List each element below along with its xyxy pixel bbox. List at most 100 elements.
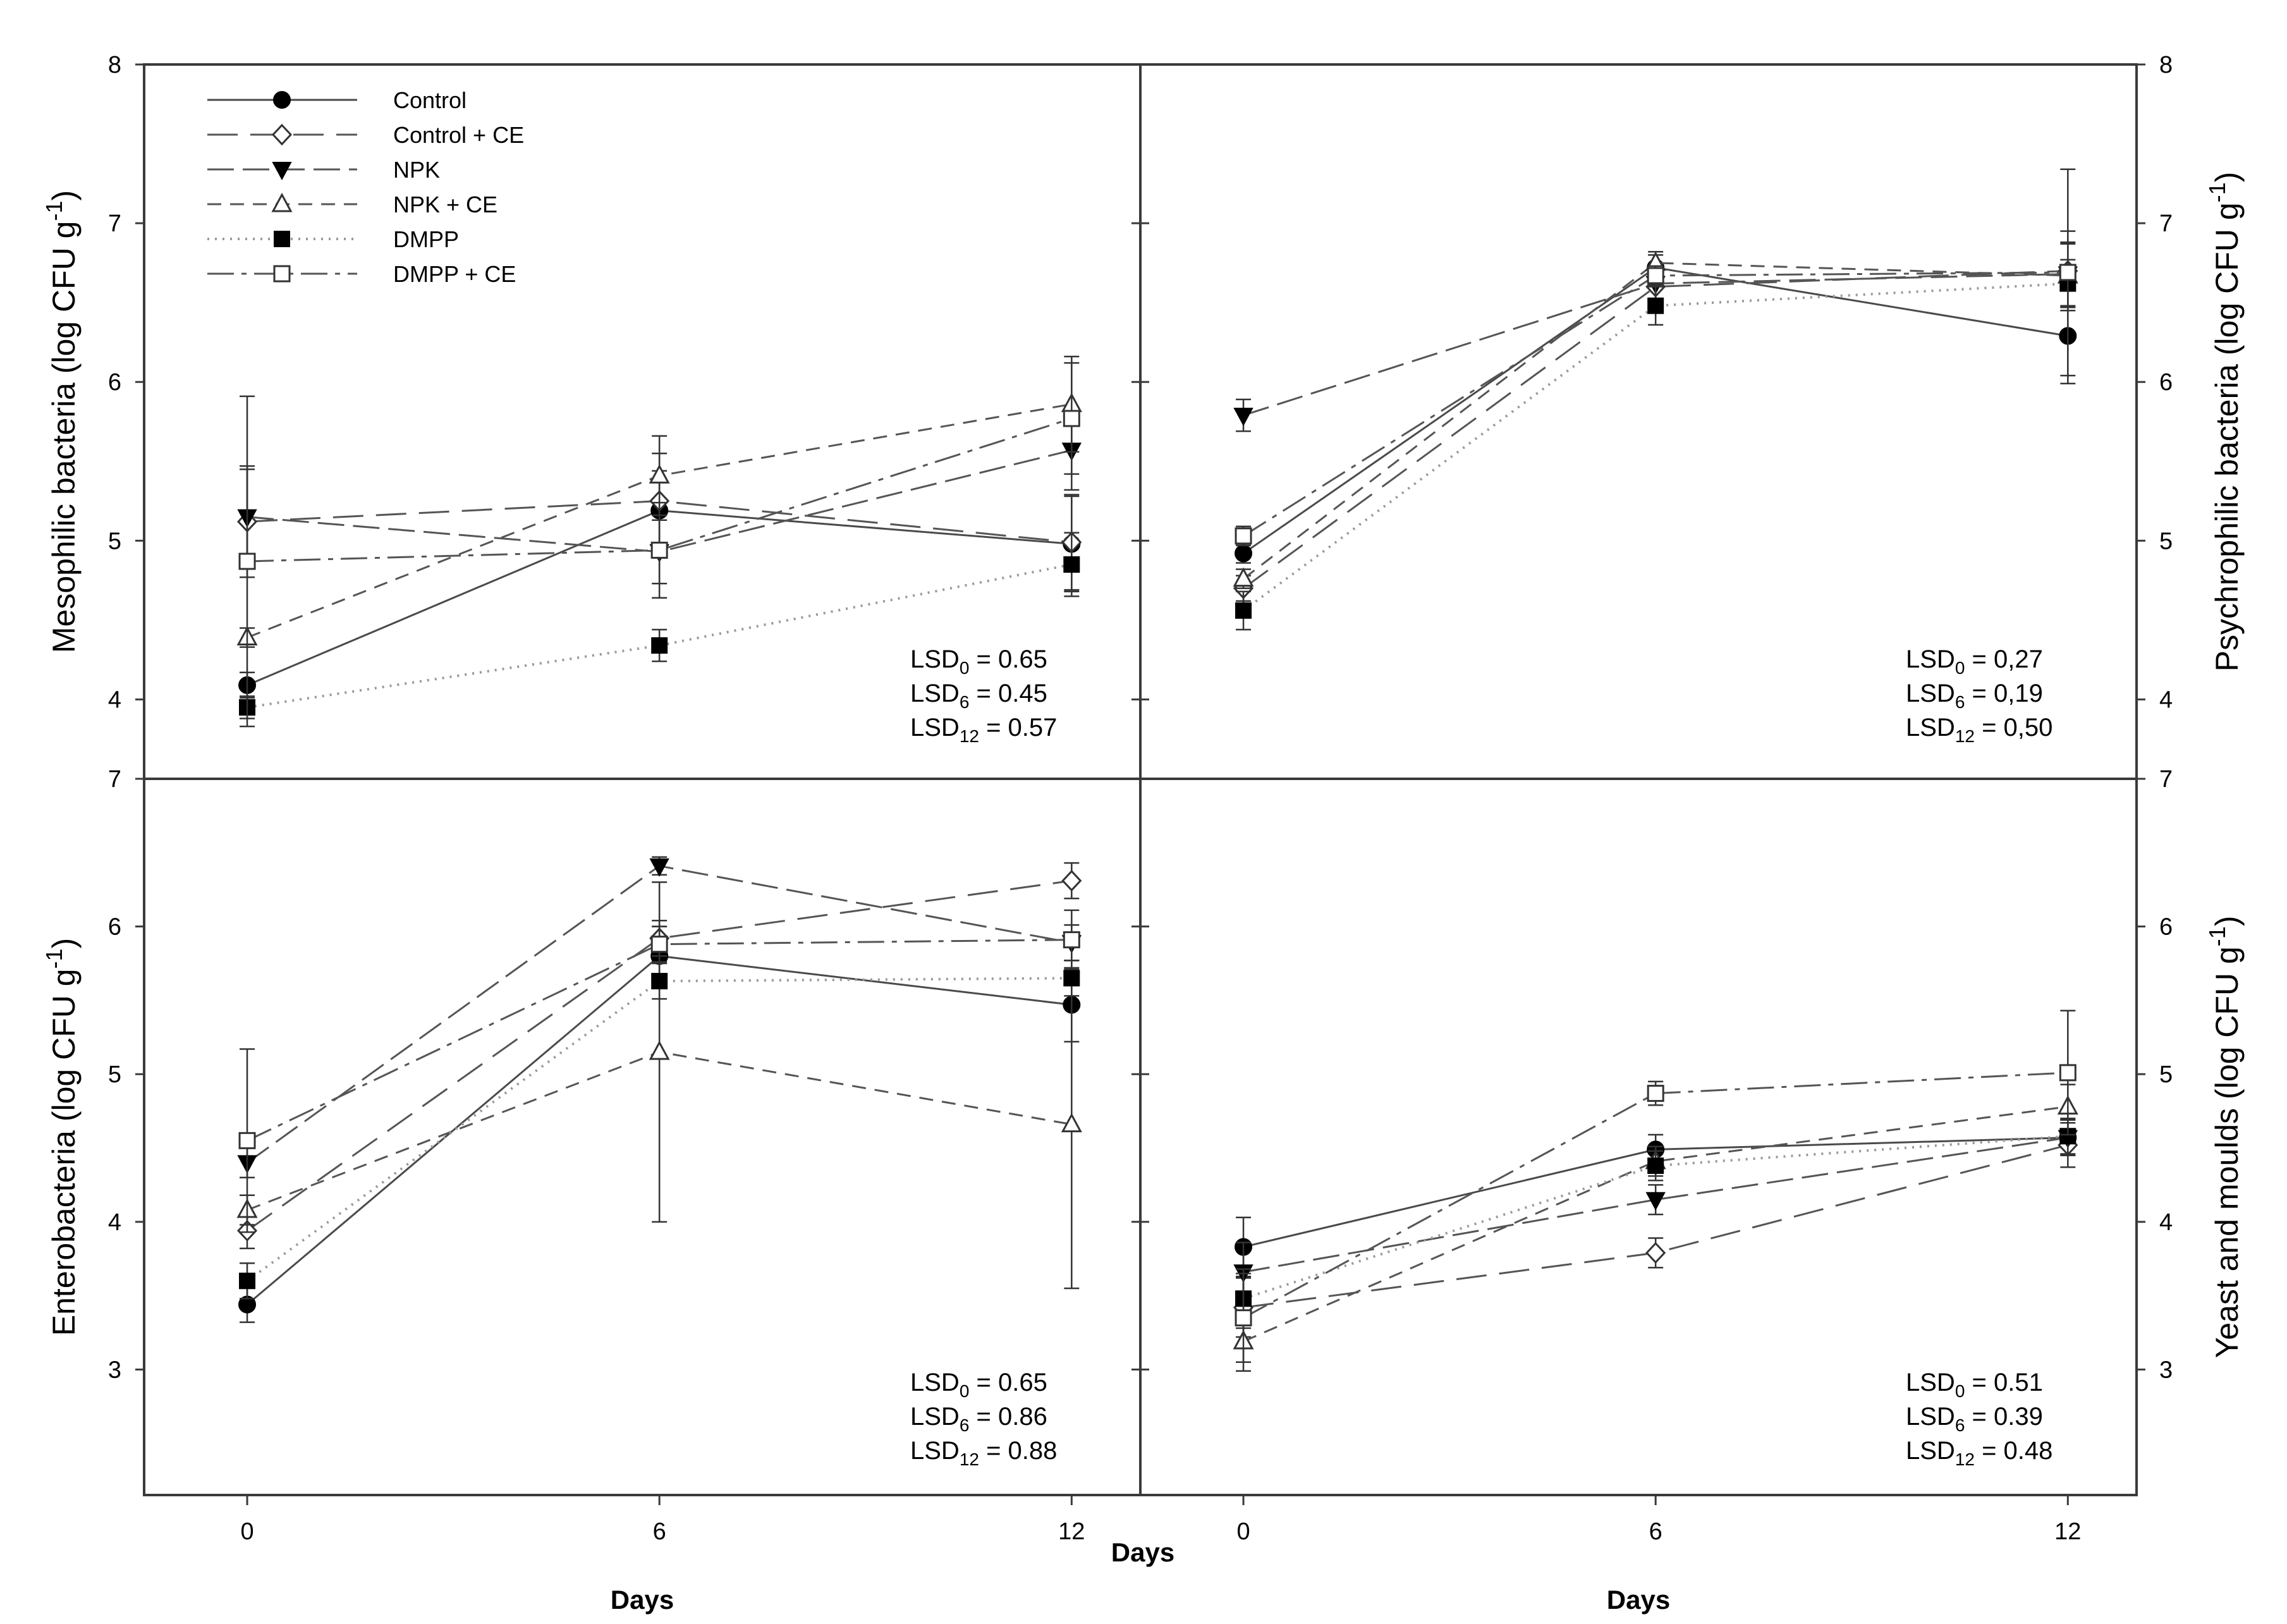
panel-psychrophilic: 4 5 6 7 8 Psychrophilic bacteria (log CFU g-1…	[1140, 52, 2245, 746]
control_ce-marker	[1645, 1242, 1666, 1264]
series-line-control_ce	[247, 879, 1072, 1232]
y-axis-title: Yeast and moulds (log CFU g-1)	[2204, 916, 2245, 1358]
legend-label: Control	[393, 87, 467, 113]
legend-item-dmpp_ce: DMPP + CE	[207, 261, 516, 287]
dmpp-marker	[651, 637, 668, 654]
x-tick-label: 6	[1649, 1518, 1662, 1545]
lsd-line: LSD0 = 0.51	[1906, 1369, 2043, 1401]
dmpp-marker	[1235, 602, 1252, 619]
dmpp-marker	[274, 231, 290, 247]
dmpp_ce-marker	[2059, 264, 2077, 281]
control-marker	[273, 91, 291, 109]
y-axis-title: Enterobacteria (log CFU g-1)	[41, 938, 82, 1336]
dmpp-marker	[239, 1273, 256, 1290]
dmpp-marker	[1647, 297, 1664, 314]
dmpp_ce-marker	[1235, 527, 1252, 545]
x-axis-title: Days	[1607, 1585, 1670, 1615]
y-tick-label: 5	[108, 1061, 121, 1088]
dmpp-marker	[1063, 556, 1080, 573]
lsd-line: LSD12 = 0.88	[910, 1437, 1057, 1469]
npk-marker	[1645, 1192, 1666, 1211]
legend-item-npk: NPK	[207, 157, 440, 183]
lsd-line: LSD12 = 0.48	[1906, 1437, 2052, 1469]
y-tick-label: 6	[2159, 369, 2173, 396]
series-dmpp_ce	[1235, 168, 2077, 547]
npk-marker	[272, 162, 292, 181]
series-dmpp_ce	[238, 909, 1080, 1233]
x-tick-label: 0	[240, 1518, 253, 1545]
panel-mesophilic: 4 5 6 7 8 Mesophilic bacteria (log CFU g-1) LS…	[41, 52, 1140, 746]
control_ce-marker	[1061, 869, 1082, 892]
npk_ce-marker	[271, 192, 293, 212]
series-line-npk_ce	[1243, 1106, 2068, 1343]
control_ce-marker	[271, 123, 293, 146]
y-tick-label: 4	[108, 1209, 121, 1236]
y-tick-label: 3	[2159, 1357, 2173, 1383]
lsd-line: LSD12 = 0,50	[1906, 714, 2052, 746]
npk-marker	[649, 858, 669, 877]
lsd-line: LSD6 = 0,19	[1906, 680, 2043, 712]
dmpp-marker	[1063, 970, 1080, 987]
y-tick-label: 5	[2159, 528, 2173, 554]
npk_ce-marker	[1061, 1113, 1082, 1133]
dmpp_ce-marker	[1063, 931, 1080, 949]
legend-label: Control + CE	[393, 122, 524, 148]
y-tick-label: 5	[2159, 1061, 2173, 1088]
legend-label: DMPP + CE	[393, 261, 516, 287]
lsd-line: LSD6 = 0.45	[910, 680, 1047, 712]
lsd-line: LSD6 = 0.86	[910, 1403, 1047, 1435]
series-line-npk	[1243, 1137, 2068, 1273]
dmpp-marker	[1647, 1157, 1664, 1175]
legend-label: DMPP	[393, 226, 459, 252]
legend-item-npk_ce: NPK + CE	[207, 192, 497, 217]
x-tick-label: 12	[2054, 1518, 2081, 1545]
y-tick-label: 7	[2159, 766, 2173, 793]
y-tick-label: 6	[108, 369, 121, 396]
lsd-line: LSD12 = 0.57	[910, 714, 1057, 746]
dmpp_ce-marker	[238, 1132, 256, 1149]
y-axis-title: Mesophilic bacteria (log CFU g-1)	[41, 190, 82, 653]
y-tick-label: 4	[2159, 1209, 2173, 1236]
y-tick-label: 6	[2159, 914, 2173, 941]
dmpp_ce-marker	[1063, 410, 1080, 427]
dmpp_ce-marker	[238, 553, 256, 570]
series-line-npk_ce	[1243, 262, 2068, 580]
series-dmpp	[239, 960, 1080, 1300]
x-tick-label: 6	[653, 1518, 666, 1545]
series-line-control_ce	[1243, 269, 2068, 589]
legend: Control Control + CE NPK NPK + CE DMPP DMPP +…	[207, 87, 524, 287]
panel-yeast: 3 4 5 6 7 0 6 12 Days Yeast and moulds (log CFU g…	[1140, 766, 2245, 1615]
y-tick-label: 8	[2159, 52, 2173, 78]
dmpp_ce-marker	[650, 936, 668, 953]
npk-marker	[1233, 407, 1253, 427]
y-tick-label: 8	[108, 52, 121, 78]
y-tick-label: 5	[108, 528, 121, 554]
series-dmpp_ce	[1235, 1010, 2077, 1364]
lsd-line: LSD0 = 0.65	[910, 645, 1047, 678]
y-tick-label: 7	[108, 211, 121, 237]
y-tick-label: 4	[2159, 687, 2173, 713]
legend-label: NPK + CE	[393, 192, 497, 217]
legend-item-dmpp: DMPP	[207, 226, 459, 252]
x-tick-label: 0	[1236, 1518, 1250, 1545]
panel-enterobacteria: 3 4 5 6 7 0 6 12 Days Enterobacteria (log CFU g-1…	[41, 766, 1140, 1615]
y-tick-label: 6	[108, 914, 121, 941]
shared-x-axis-title: Days	[1111, 1537, 1174, 1567]
dmpp_ce-marker	[1647, 267, 1664, 284]
x-tick-label: 12	[1058, 1518, 1085, 1545]
lsd-line: LSD0 = 0.65	[910, 1369, 1047, 1401]
y-tick-label: 7	[108, 766, 121, 793]
series-dmpp_ce	[238, 362, 1080, 728]
dmpp_ce-marker	[2059, 1064, 2077, 1082]
control-marker	[1235, 544, 1253, 563]
lsd-line: LSD6 = 0.39	[1906, 1403, 2043, 1435]
dmpp_ce-marker	[1647, 1085, 1664, 1102]
y-tick-label: 4	[108, 687, 121, 713]
dmpp_ce-marker	[273, 265, 291, 283]
legend-item-control_ce: Control + CE	[207, 122, 524, 148]
